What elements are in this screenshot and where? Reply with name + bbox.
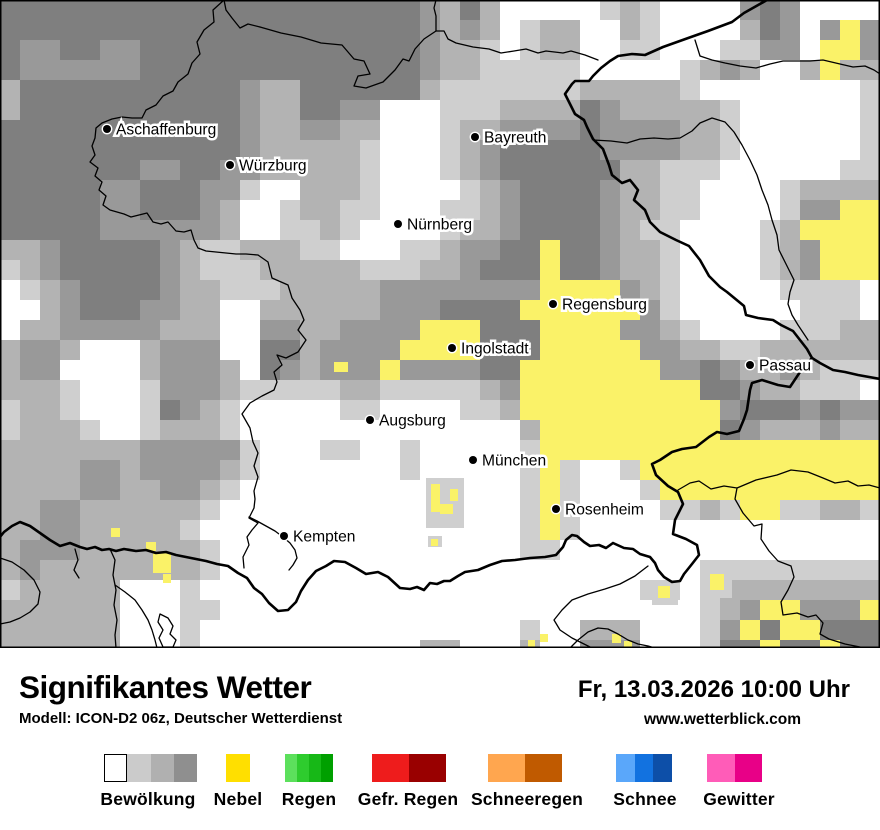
svg-text:Ingolstadt: Ingolstadt <box>461 340 529 357</box>
svg-text:Aschaffenburg: Aschaffenburg <box>116 121 216 138</box>
svg-text:Nürnberg: Nürnberg <box>407 216 472 233</box>
svg-text:Regensburg: Regensburg <box>562 296 647 313</box>
svg-text:Rosenheim: Rosenheim <box>565 501 644 518</box>
svg-text:Passau: Passau <box>759 357 811 374</box>
svg-text:Augsburg: Augsburg <box>379 412 446 429</box>
svg-text:Bayreuth: Bayreuth <box>484 129 546 146</box>
svg-text:Würzburg: Würzburg <box>239 157 307 174</box>
svg-text:Kempten: Kempten <box>293 528 355 545</box>
svg-text:München: München <box>482 452 546 469</box>
